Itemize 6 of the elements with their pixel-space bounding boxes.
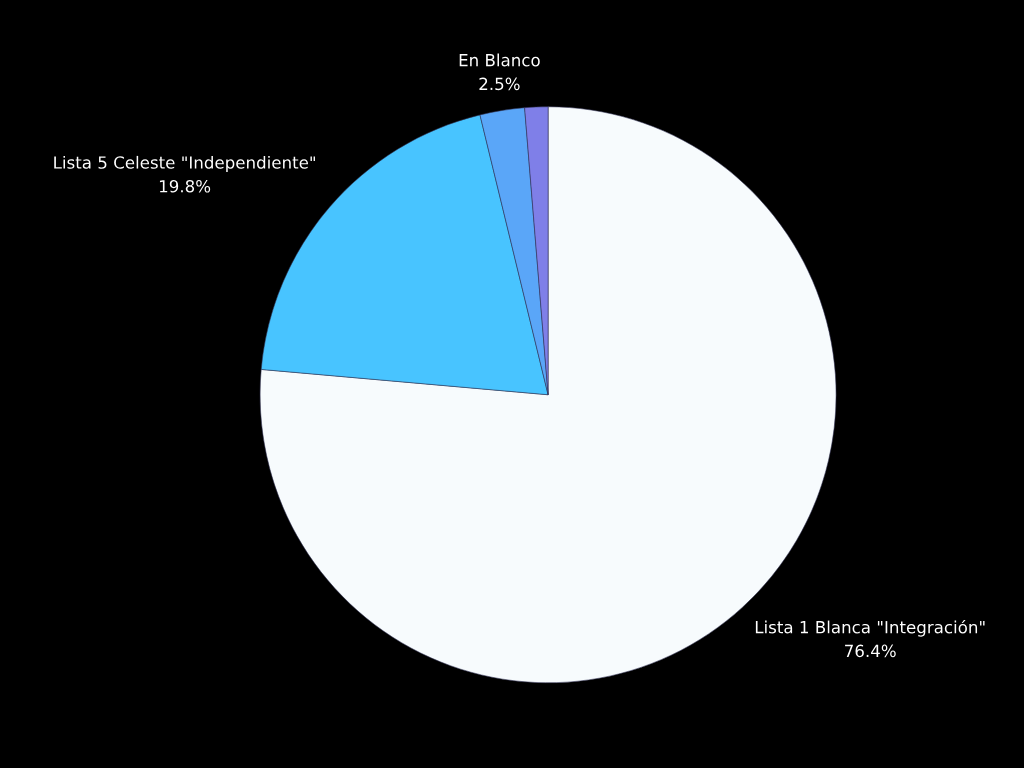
slice-label: Lista 1 Blanca "Integración"	[755, 619, 985, 637]
slice-label: Lista 5 Celeste "Independiente"	[54, 155, 315, 173]
slice-label: En Blanco	[459, 53, 540, 67]
data-label: 76.4%	[845, 644, 896, 658]
data-label: 2.5%	[479, 77, 520, 91]
data-label: 19.8%	[159, 179, 211, 193]
